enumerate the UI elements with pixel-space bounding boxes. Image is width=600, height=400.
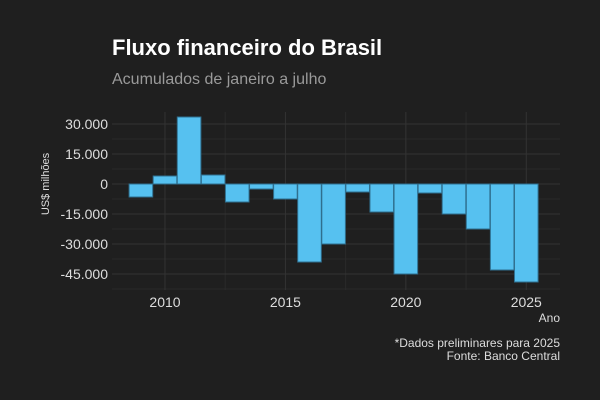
y-tick-label: -30.000	[61, 236, 109, 252]
bar-2024	[489, 183, 515, 271]
x-tick-label: 2010	[149, 294, 180, 310]
bar-2019	[369, 183, 395, 213]
chart-title: Fluxo financeiro do Brasil	[112, 35, 383, 60]
bar-2016	[297, 183, 322, 263]
x-tick-label: 2025	[511, 294, 542, 310]
y-tick-label: 15.000	[65, 146, 108, 162]
y-tick-label: 30.000	[65, 116, 108, 132]
x-tick-label: 2020	[390, 294, 421, 310]
caption-note: *Dados preliminares para 2025	[394, 336, 560, 350]
bar-2020	[393, 183, 419, 275]
x-tick-label: 2015	[270, 294, 301, 310]
y-tick-label: -15.000	[61, 206, 109, 222]
bar-2012	[200, 174, 226, 185]
bar-2010	[152, 175, 178, 185]
bar-2022	[441, 183, 467, 215]
bar-2013	[224, 183, 250, 203]
bar-2015	[273, 183, 298, 200]
bar-2017	[321, 183, 346, 245]
chart-subtitle: Acumulados de janeiro a julho	[112, 71, 327, 88]
y-axis-label: US$ milhões	[40, 152, 52, 216]
caption-source: Fonte: Banco Central	[446, 349, 560, 363]
x-axis-label: Ano	[538, 311, 560, 325]
bar-2018	[345, 183, 370, 193]
bar-2023	[465, 183, 491, 230]
y-tick-label: 0	[100, 176, 108, 192]
y-tick-label: -45.000	[61, 266, 109, 282]
bar-2021	[417, 183, 443, 194]
bar-2009	[128, 183, 154, 198]
bar-2011	[176, 116, 202, 185]
bar-2025	[513, 183, 539, 283]
bar-2014	[249, 183, 274, 190]
